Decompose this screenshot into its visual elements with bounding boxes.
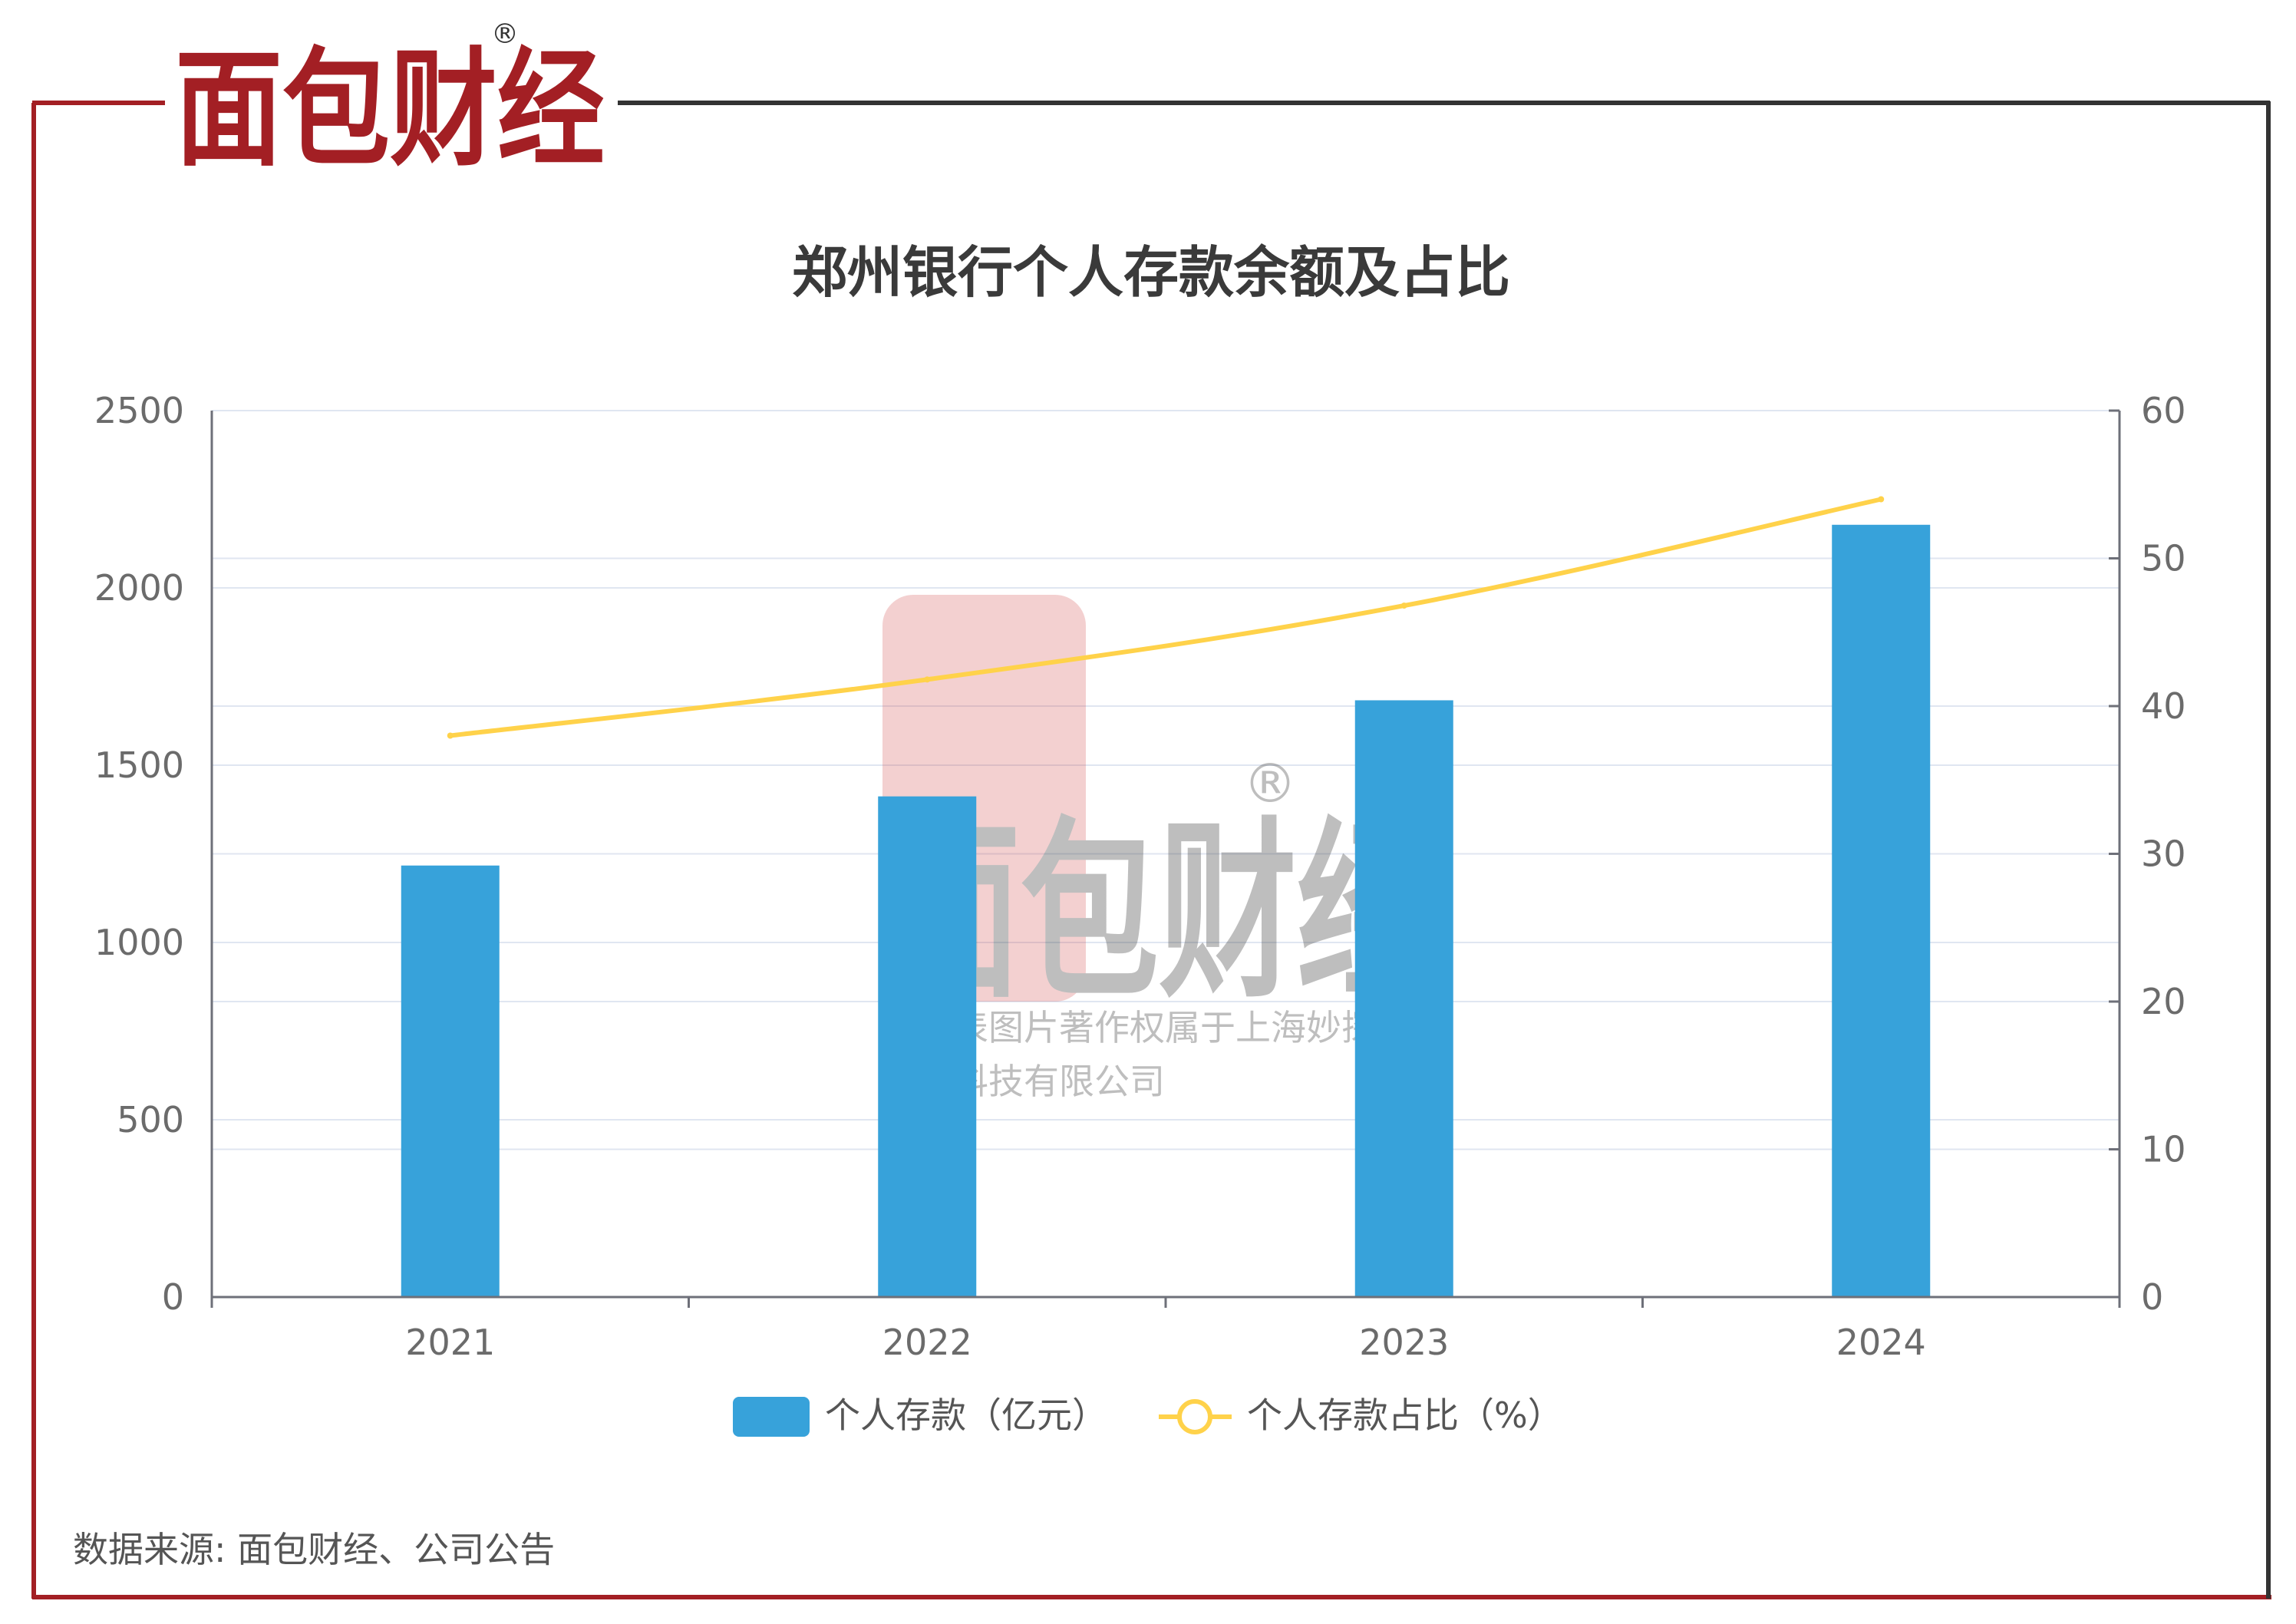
legend: 个人存款（亿元） 个人存款占比（%） [733,1395,1563,1437]
y-right-tick-label: 60 [2141,390,2186,431]
registered-mark: ® [491,18,519,50]
y-left-tick-label: 1000 [94,922,184,963]
legend-label-bar: 个人存款（亿元） [825,1395,1107,1436]
legend-label-line: 个人存款占比（%） [1247,1395,1563,1436]
x-tick-label: 2024 [1836,1322,1926,1363]
line-series [447,496,1885,739]
bar-2021[interactable] [401,865,500,1297]
legend-item-bar[interactable]: 个人存款（亿元） [733,1395,1107,1437]
x-axis-ticks: 2021 2022 2023 2024 [210,1297,2121,1363]
x-tick-label: 2023 [1359,1322,1449,1363]
source-note: 数据来源: 面包财经、公司公告 [73,1529,555,1570]
y-right-tick-label: 0 [2141,1276,2163,1318]
y-right-tick-label: 40 [2141,685,2186,727]
logo-text: 面包财经 [175,36,605,184]
line-point-2021[interactable] [447,732,454,739]
y-left-tick-label: 0 [162,1276,184,1318]
y-right-tick-label: 30 [2141,833,2186,875]
legend-swatch-marker [1177,1399,1212,1434]
watermark-registered: ® [1243,752,1297,815]
bar-2022[interactable] [878,796,977,1297]
line-point-2022[interactable] [924,676,931,683]
chart-title: 郑州银行个人存款余额及占比 [792,240,1510,305]
y-right-tick-label: 10 [2141,1129,2186,1170]
bar-2024[interactable] [1832,524,1931,1297]
line-point-2024[interactable] [1878,496,1885,503]
bar-2023[interactable] [1354,700,1453,1297]
x-tick-label: 2021 [405,1322,495,1363]
line-point-2023[interactable] [1400,602,1407,609]
y-left-tick-label: 2000 [94,567,184,609]
y-left-tick-label: 1500 [94,744,184,786]
y-axis-right-ticks: 0 10 20 30 40 50 60 [2109,390,2186,1318]
bar-series [401,524,1931,1297]
y-right-tick-label: 50 [2141,538,2186,579]
x-tick-label: 2022 [882,1322,972,1363]
legend-swatch-bar [733,1397,810,1437]
legend-item-line[interactable]: 个人存款占比（%） [1159,1395,1563,1436]
frame [31,101,2271,1599]
y-left-tick-label: 2500 [94,390,184,431]
y-axis-left-ticks: 0 500 1000 1500 2000 2500 [94,390,184,1318]
y-left-tick-label: 500 [117,1099,184,1140]
logo: 面包财经 ® [175,18,605,184]
y-right-tick-label: 20 [2141,981,2186,1022]
line-series-path [450,497,1882,738]
